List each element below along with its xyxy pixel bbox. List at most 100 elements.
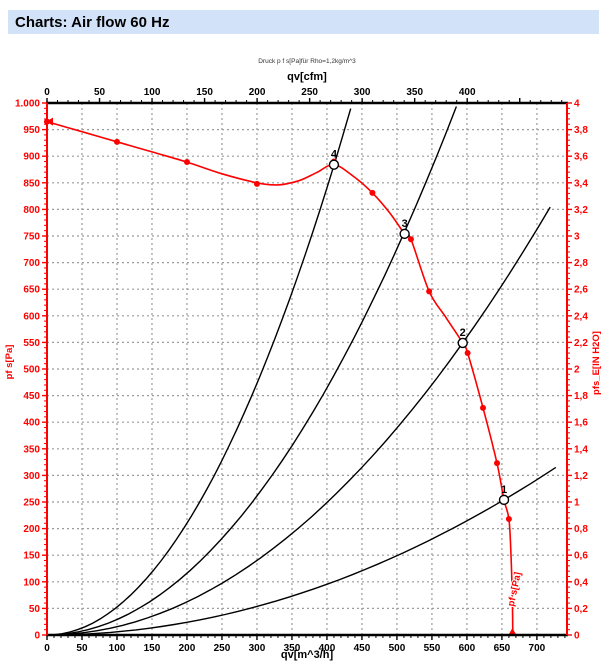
operating-points: 4 3 2 1 — [328, 149, 510, 506]
svg-text:100: 100 — [109, 643, 126, 654]
fan-curve-dot — [480, 404, 487, 411]
svg-text:900: 900 — [23, 152, 40, 163]
svg-text:0: 0 — [44, 643, 50, 654]
svg-text:350: 350 — [406, 87, 423, 98]
svg-text:250: 250 — [23, 498, 40, 509]
fan-curve-dot — [113, 138, 120, 145]
svg-text:400: 400 — [459, 87, 476, 98]
svg-text:500: 500 — [389, 643, 406, 654]
svg-text:550: 550 — [424, 643, 441, 654]
svg-text:150: 150 — [196, 87, 213, 98]
operating-point-label-2: 2 — [460, 327, 466, 339]
svg-text:50: 50 — [29, 604, 41, 615]
svg-text:300: 300 — [249, 643, 266, 654]
svg-text:950: 950 — [23, 125, 40, 136]
svg-text:300: 300 — [354, 87, 371, 98]
y-axis-left-title: pf s[Pa] — [4, 345, 15, 380]
operating-point-label-1: 1 — [501, 484, 507, 496]
x-axis-top: 0 50 100 150 200 250 300 350 400 — [44, 87, 563, 103]
svg-text:200: 200 — [249, 87, 266, 98]
system-curve-1 — [46, 466, 557, 636]
svg-text:100: 100 — [144, 87, 161, 98]
operating-point-label-3: 3 — [402, 218, 408, 230]
svg-text:400: 400 — [23, 418, 40, 429]
svg-text:700: 700 — [529, 643, 546, 654]
svg-text:0: 0 — [574, 631, 580, 642]
y-axis-right-title: pfs_E[IN H2O] — [591, 331, 602, 395]
svg-text:1: 1 — [574, 498, 580, 509]
operating-point-label-4: 4 — [331, 149, 338, 161]
svg-text:2,4: 2,4 — [574, 311, 588, 322]
fan-curve-dot — [505, 516, 512, 523]
svg-text:50: 50 — [76, 643, 88, 654]
svg-text:0,6: 0,6 — [574, 551, 588, 562]
svg-text:250: 250 — [214, 643, 231, 654]
svg-text:800: 800 — [23, 205, 40, 216]
window-title-bar: Charts: Air flow 60 Hz — [8, 10, 599, 34]
page-title: Charts: Air flow 60 Hz — [15, 13, 170, 31]
svg-text:200: 200 — [179, 643, 196, 654]
fan-curve-dot — [464, 350, 471, 357]
svg-text:2,2: 2,2 — [574, 338, 588, 349]
svg-text:450: 450 — [23, 391, 40, 402]
system-curve-4 — [46, 108, 352, 636]
svg-text:2,6: 2,6 — [574, 285, 588, 296]
y-axis-left: 0 50 100 150 200 250 300 350 400 450 500 550 600 650 7… — [15, 99, 47, 642]
svg-text:850: 850 — [23, 178, 40, 189]
svg-text:700: 700 — [23, 258, 40, 269]
fan-curve-start-marker — [46, 117, 53, 126]
fan-curve-dot — [369, 189, 376, 196]
chart-grid — [47, 103, 567, 635]
svg-text:0,8: 0,8 — [574, 524, 588, 535]
svg-text:200: 200 — [23, 524, 40, 535]
operating-point-1 — [498, 494, 510, 506]
svg-text:1.000: 1.000 — [15, 99, 40, 110]
fan-curve-dot — [426, 288, 433, 295]
svg-text:3,2: 3,2 — [574, 205, 588, 216]
svg-text:150: 150 — [144, 643, 161, 654]
fan-curve-end-marker — [508, 628, 517, 635]
svg-text:400: 400 — [319, 643, 336, 654]
x-axis-top-title: qv[cfm] — [287, 71, 327, 83]
svg-text:100: 100 — [23, 577, 40, 588]
svg-text:650: 650 — [23, 285, 40, 296]
fan-curve-label: pf s[Pa] — [506, 571, 524, 607]
fan-curve-dot — [183, 159, 190, 166]
svg-text:3,8: 3,8 — [574, 125, 588, 136]
fan-curve-dot — [407, 236, 414, 243]
svg-text:1,2: 1,2 — [574, 471, 588, 482]
fan-curve-line — [46, 120, 514, 636]
x-axis-bottom-title: qv[m^3/h] — [281, 649, 334, 661]
fan-curve-dot — [253, 180, 260, 187]
svg-text:2: 2 — [574, 365, 580, 376]
svg-text:250: 250 — [301, 87, 318, 98]
x-axis-bottom: 0 50 100 150 200 250 300 350 400 450 500 550 600 650 7… — [44, 635, 566, 654]
y-axis-right: 0 0,2 0,4 0,6 0,8 1 1,2 1,4 1,6 1,8 2 2,2 2,4 2,6 2,8 3… — [567, 99, 588, 642]
svg-text:2,8: 2,8 — [574, 258, 588, 269]
svg-text:0,2: 0,2 — [574, 604, 588, 615]
operating-point-2 — [457, 337, 468, 349]
operating-point-3 — [399, 228, 410, 240]
svg-text:500: 500 — [23, 365, 40, 376]
svg-text:750: 750 — [23, 232, 40, 243]
svg-text:1,4: 1,4 — [574, 444, 588, 455]
system-curve-3 — [46, 106, 458, 636]
chart-note: Druck p f s[Pa]für Rho=1,2kg/m^3 — [258, 58, 356, 65]
svg-text:300: 300 — [23, 471, 40, 482]
svg-text:350: 350 — [23, 444, 40, 455]
fan-curve-points — [44, 117, 517, 635]
svg-text:150: 150 — [23, 551, 40, 562]
svg-text:3: 3 — [574, 232, 580, 243]
system-curves — [46, 106, 557, 636]
svg-text:1,8: 1,8 — [574, 391, 588, 402]
svg-text:0: 0 — [44, 87, 50, 98]
svg-text:0,4: 0,4 — [574, 577, 588, 588]
svg-text:3,4: 3,4 — [574, 178, 588, 189]
svg-text:1,6: 1,6 — [574, 418, 588, 429]
svg-text:550: 550 — [23, 338, 40, 349]
svg-text:3,6: 3,6 — [574, 152, 588, 163]
svg-text:0: 0 — [34, 631, 40, 642]
system-curve-2 — [46, 206, 551, 636]
